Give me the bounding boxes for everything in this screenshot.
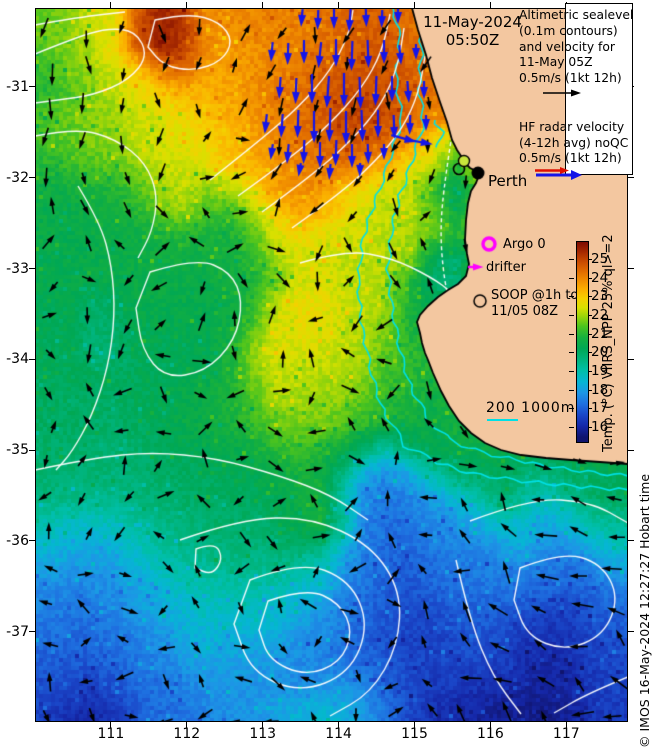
x-axis-top-tick bbox=[489, 2, 491, 8]
y-axis-tick bbox=[29, 358, 35, 360]
y-axis-tick-label: -31 bbox=[6, 78, 29, 95]
colorbar-tick bbox=[589, 314, 592, 316]
colorbar-tick bbox=[569, 314, 574, 316]
y-axis-right-tick bbox=[628, 177, 634, 179]
legend-hfradar-line1: HF radar velocity bbox=[519, 119, 625, 134]
legend-altimetric-line2: (0.1m contours) bbox=[519, 23, 618, 38]
colorbar-tick bbox=[589, 277, 592, 279]
x-axis-tick bbox=[262, 722, 264, 728]
legend-altimetric-line5: 0.5m/s (1kt 12h) bbox=[519, 71, 622, 86]
y-axis-right-tick bbox=[628, 631, 634, 633]
colorbar-tick bbox=[569, 277, 574, 279]
copyright-watermark: © IMOS 16-May-2024 12:27:27 Hobart time bbox=[637, 473, 652, 748]
x-axis-tick-label: 116 bbox=[477, 726, 504, 742]
legend-text-block: Altimetric sealevel (0.1m contours) and … bbox=[519, 8, 649, 188]
sst-map-canvas bbox=[35, 8, 628, 722]
colorbar-tick bbox=[569, 296, 574, 298]
y-axis-tick-label: -32 bbox=[6, 169, 29, 186]
colorbar-tick-label: 16 bbox=[591, 418, 609, 435]
colorbar-tick-label: 20 bbox=[591, 344, 609, 361]
y-axis-tick bbox=[29, 86, 35, 88]
perth-label: Perth bbox=[488, 172, 528, 190]
colorbar-tick bbox=[589, 426, 592, 428]
legend-hfradar-line3: 0.5m/s (1kt 12h) bbox=[519, 151, 622, 166]
colorbar-tick bbox=[569, 408, 574, 410]
legend-altimetric-line3: and velocity for bbox=[519, 39, 615, 54]
x-axis-tick-label: 114 bbox=[325, 726, 352, 742]
colorbar-axis-label: Temp. (°C) VIIRS_NPP 25% ql>=2 bbox=[601, 234, 616, 452]
isobath-scale-line bbox=[487, 419, 518, 421]
colorbar-tick bbox=[569, 426, 574, 428]
y-axis-tick bbox=[29, 177, 35, 179]
colorbar-tick-label: 25 bbox=[591, 250, 609, 267]
x-axis-tick-label: 115 bbox=[401, 726, 428, 742]
x-axis-tick bbox=[565, 722, 567, 728]
y-axis-tick bbox=[29, 449, 35, 451]
time-title: 05:50Z bbox=[445, 31, 500, 49]
x-axis-tick-label: 113 bbox=[249, 726, 277, 742]
y-axis-tick-label: -37 bbox=[6, 623, 29, 640]
legend-hfradar-line2: (4-12h avg) noQC bbox=[519, 135, 629, 150]
soop-label-line2: 11/05 08Z bbox=[491, 304, 559, 319]
altimetric-velocity-arrow-icon bbox=[543, 89, 581, 97]
x-axis-top-tick bbox=[414, 2, 415, 8]
colorbar-tick bbox=[569, 370, 574, 372]
x-axis-tick bbox=[186, 722, 188, 728]
legend-altimetric-line1: Altimetric sealevel bbox=[519, 8, 634, 22]
legend-box bbox=[565, 3, 633, 175]
colorbar-tick bbox=[589, 389, 592, 391]
isobath-scale-label: 200 1000m bbox=[486, 400, 576, 416]
colorbar-tick bbox=[569, 352, 574, 354]
colorbar-tick bbox=[569, 333, 574, 335]
colorbar-tick bbox=[589, 296, 592, 298]
temperature-colorbar bbox=[576, 241, 589, 443]
x-axis-top-tick bbox=[186, 2, 188, 8]
hfradar-velocity-arrow-icon bbox=[535, 167, 582, 181]
date-title: 11-May-2024 bbox=[423, 13, 522, 31]
x-axis-top-tick bbox=[262, 2, 264, 8]
colorbar-tick bbox=[589, 370, 592, 372]
y-axis-tick-label: -33 bbox=[6, 260, 29, 277]
x-axis-top-tick bbox=[338, 2, 340, 8]
y-axis-tick-label: -34 bbox=[6, 351, 29, 368]
colorbar-tick bbox=[589, 258, 592, 260]
y-axis-right-tick bbox=[628, 449, 634, 451]
y-axis-tick bbox=[29, 268, 35, 270]
y-axis-right-tick bbox=[628, 268, 634, 270]
y-axis-right-tick bbox=[628, 540, 634, 542]
colorbar-tick-label: 21 bbox=[591, 325, 609, 342]
x-axis-tick bbox=[489, 722, 491, 728]
colorbar-tick-label: 23 bbox=[591, 288, 609, 305]
y-axis-right-tick bbox=[628, 358, 634, 360]
x-axis-tick bbox=[414, 722, 415, 728]
colorbar-tick bbox=[589, 408, 592, 410]
colorbar-tick bbox=[589, 333, 592, 335]
colorbar-tick-label: 17 bbox=[591, 400, 609, 417]
x-axis-top-tick bbox=[110, 2, 112, 8]
x-axis-tick bbox=[338, 722, 340, 728]
colorbar-tick-label: 22 bbox=[591, 306, 609, 323]
colorbar-tick bbox=[569, 258, 574, 260]
y-axis-tick-label: -35 bbox=[6, 442, 29, 459]
x-axis-tick-label: 111 bbox=[97, 726, 125, 742]
x-axis-tick bbox=[110, 722, 112, 728]
x-axis-tick-label: 117 bbox=[552, 726, 580, 742]
colorbar-tick bbox=[589, 352, 592, 354]
soop-label-line1: SOOP @1h to bbox=[491, 288, 579, 303]
argo-label: Argo 0 bbox=[503, 237, 546, 252]
drifter-label: drifter bbox=[486, 260, 526, 275]
legend-altimetric-line4: 11-May 05Z bbox=[519, 55, 593, 70]
colorbar-tick-label: 18 bbox=[591, 381, 609, 398]
colorbar-tick bbox=[569, 389, 574, 391]
y-axis-tick bbox=[29, 540, 35, 542]
y-axis-tick bbox=[29, 631, 35, 633]
colorbar-tick-label: 19 bbox=[591, 362, 609, 379]
y-axis-tick-label: -36 bbox=[6, 532, 29, 549]
x-axis-tick-label: 112 bbox=[173, 726, 201, 742]
colorbar-tick-label: 24 bbox=[591, 269, 609, 286]
